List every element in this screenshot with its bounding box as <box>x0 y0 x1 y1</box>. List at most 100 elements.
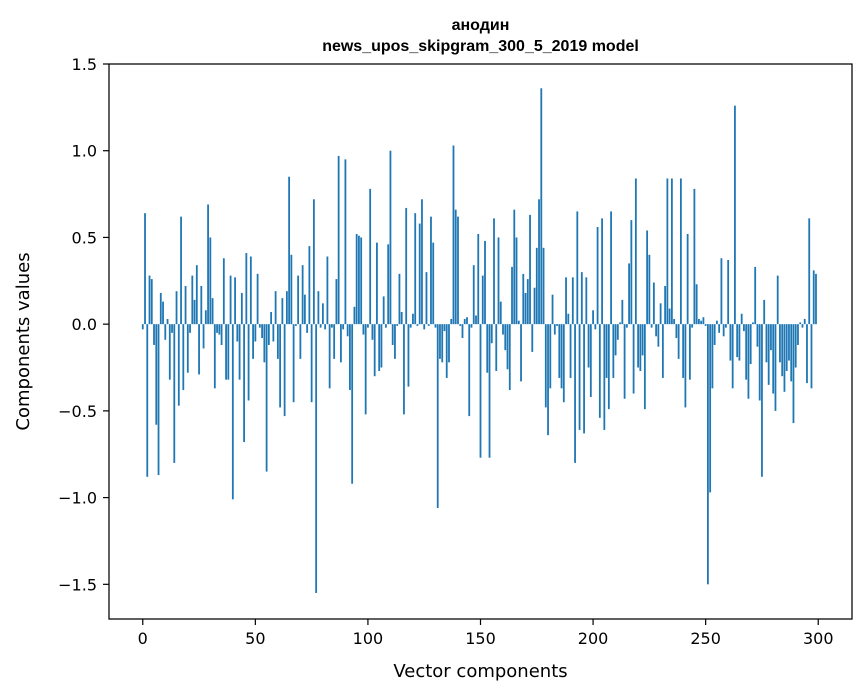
bar-143 <box>463 318 466 325</box>
bar-120 <box>412 313 414 325</box>
bar-169 <box>522 273 525 325</box>
bar-53 <box>261 324 263 339</box>
bar-139 <box>454 209 457 325</box>
bar-2 <box>146 324 149 477</box>
bar-57 <box>270 312 273 325</box>
x-tick-label: 50 <box>245 629 265 648</box>
bar-297 <box>810 324 813 389</box>
bar-186 <box>560 324 563 389</box>
bar-234 <box>668 308 671 325</box>
bar-47 <box>247 324 250 401</box>
bar-189 <box>567 313 570 325</box>
bar-1 <box>144 213 146 325</box>
x-axis-ticks: 0 50 100 150 200 250 300 <box>138 619 834 648</box>
bar-45 <box>243 324 245 443</box>
bar-283 <box>779 324 781 363</box>
bar-67 <box>292 324 295 403</box>
bar-91 <box>346 324 349 337</box>
y-axis-ticks: −1.5 −1.0 −0.5 0.0 0.5 1.0 1.5 <box>58 55 109 594</box>
bar-69 <box>297 275 300 325</box>
bar-11 <box>166 318 169 325</box>
bar-270 <box>749 324 752 365</box>
chart-title-line-1: анодин <box>452 17 510 34</box>
bar-175 <box>535 247 538 325</box>
bar-226 <box>650 324 653 328</box>
bar-82 <box>326 256 329 325</box>
bar-26 <box>200 286 203 325</box>
bar-161 <box>504 324 507 351</box>
bar-295 <box>806 324 808 384</box>
bar-155 <box>490 324 493 344</box>
bar-50 <box>254 324 257 342</box>
bar-122 <box>416 324 419 326</box>
bar-71 <box>301 265 304 325</box>
bar-135 <box>445 324 448 378</box>
bar-289 <box>792 324 795 424</box>
bar-124 <box>421 199 423 325</box>
bar-15 <box>175 291 178 325</box>
bar-263 <box>734 105 736 325</box>
y-axis-label: Components values <box>13 252 34 430</box>
bar-285 <box>783 324 786 392</box>
bar-12 <box>168 324 171 380</box>
bar-284 <box>781 324 784 377</box>
bar-281 <box>774 324 777 411</box>
bar-204 <box>601 218 603 325</box>
bar-296 <box>808 218 811 325</box>
bar-19 <box>184 286 187 325</box>
bar-207 <box>607 324 610 410</box>
bar-238 <box>677 324 680 359</box>
bar-160 <box>502 324 504 335</box>
bar-9 <box>162 301 164 325</box>
bar-35 <box>220 324 223 345</box>
bar-3 <box>148 275 151 325</box>
bar-62 <box>281 298 284 325</box>
bar-8 <box>159 292 162 325</box>
bar-66 <box>290 254 293 325</box>
bar-190 <box>569 324 572 378</box>
bar-178 <box>542 247 545 325</box>
bar-134 <box>443 324 446 332</box>
bar-256 <box>718 324 721 333</box>
bar-215 <box>625 324 628 328</box>
bar-247 <box>698 318 700 325</box>
bar-224 <box>646 230 649 325</box>
bar-203 <box>598 324 601 418</box>
bar-227 <box>652 282 655 325</box>
bar-153 <box>486 324 489 373</box>
bar-102 <box>371 324 374 340</box>
bar-121 <box>414 213 417 325</box>
bar-151 <box>481 275 484 325</box>
bar-266 <box>740 313 743 325</box>
bar-254 <box>713 324 716 345</box>
bar-267 <box>743 324 745 332</box>
y-tick-label: −0.5 <box>58 402 97 421</box>
bar-183 <box>553 324 556 335</box>
bar-236 <box>673 318 676 325</box>
bar-33 <box>216 324 218 333</box>
bar-46 <box>245 253 248 325</box>
bar-39 <box>229 275 232 325</box>
bar-22 <box>191 275 194 325</box>
bar-38 <box>227 324 230 380</box>
bar-276 <box>763 299 766 325</box>
bar-206 <box>605 324 608 378</box>
bar-54 <box>263 324 266 363</box>
bar-92 <box>349 324 351 391</box>
bar-101 <box>369 188 372 325</box>
bar-237 <box>675 324 678 339</box>
bar-20 <box>186 324 189 373</box>
bar-258 <box>722 324 725 337</box>
bar-65 <box>288 176 291 325</box>
bar-279 <box>770 324 772 351</box>
bar-63 <box>283 324 286 417</box>
bar-30 <box>209 237 212 325</box>
bar-228 <box>655 324 658 337</box>
bar-197 <box>585 277 588 325</box>
bar-17 <box>180 216 182 325</box>
y-tick-label: 0.5 <box>72 228 97 247</box>
bar-274 <box>758 324 761 401</box>
bar-31 <box>211 298 214 325</box>
bar-103 <box>373 324 376 377</box>
bar-152 <box>484 240 486 325</box>
